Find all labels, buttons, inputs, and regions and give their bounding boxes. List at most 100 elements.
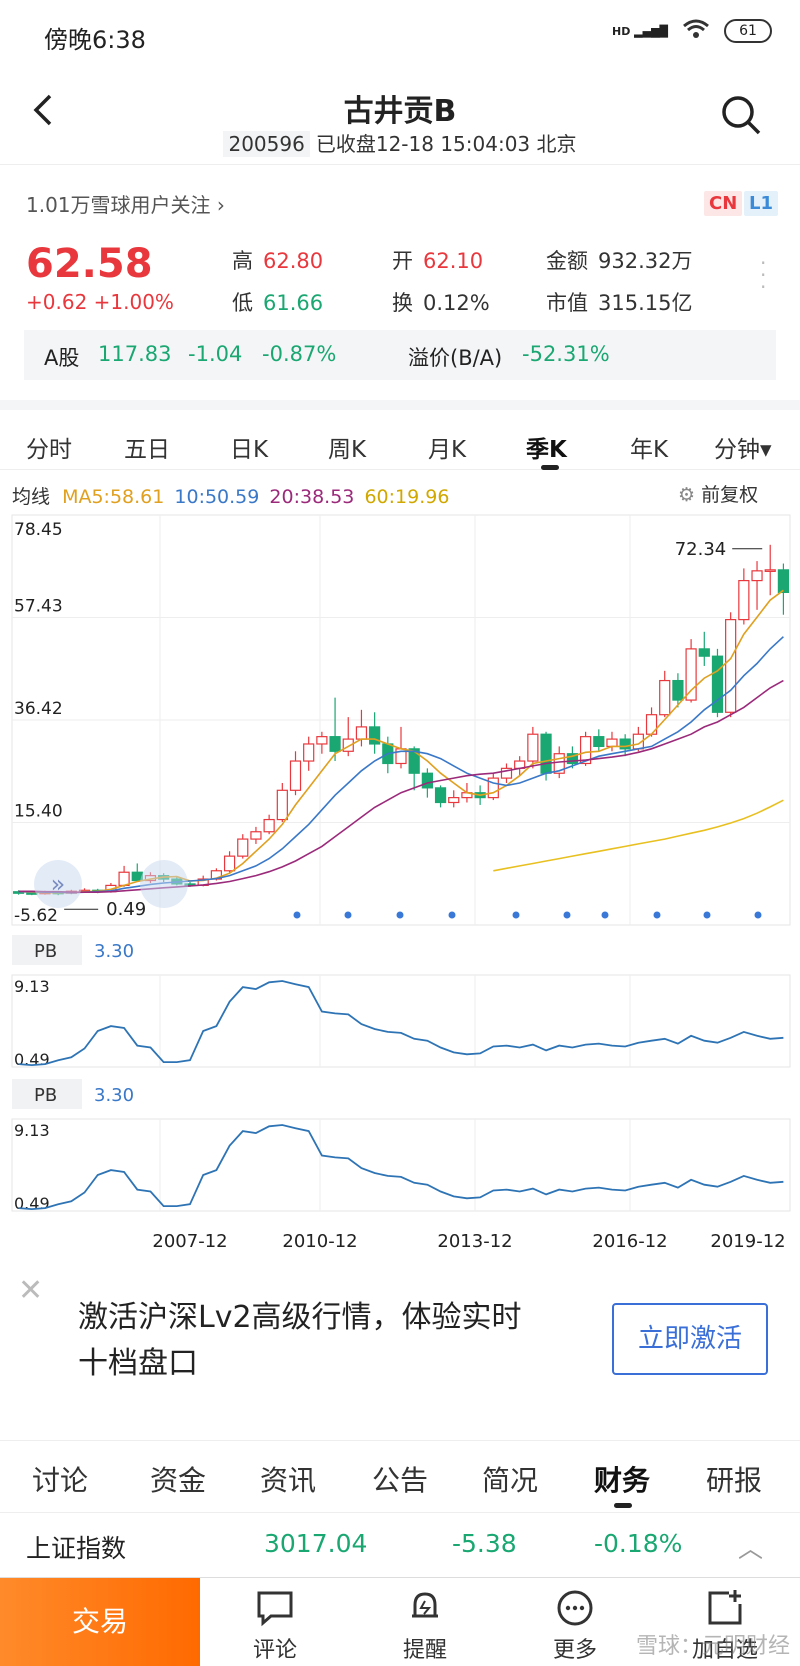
lv2-promo-banner: ✕ 激活沪深Lv2高级行情，体验实时十档盘口 立即激活	[0, 1255, 800, 1440]
candle	[500, 767, 513, 779]
back-button[interactable]	[30, 92, 56, 132]
index-name: 上证指数	[26, 1534, 127, 1563]
tab-minute[interactable]: 分钟▾	[714, 437, 772, 463]
low-label: 低	[232, 291, 253, 315]
tab-announcements[interactable]: 公告	[372, 1464, 429, 1497]
event-marker-dot	[293, 911, 301, 919]
trade-button[interactable]: 交易	[0, 1578, 200, 1666]
tab-news[interactable]: 资讯	[260, 1464, 317, 1497]
candle	[223, 855, 236, 872]
mcap-field: 市值 315.15亿	[546, 287, 692, 317]
a-share-bar[interactable]: A股 117.83 -1.04 -0.87% 溢价(B/A) -52.31%	[24, 330, 776, 380]
more-button[interactable]: 更多	[500, 1578, 650, 1666]
open-label: 开	[392, 249, 413, 273]
pb-panel-2-label: PB	[34, 1085, 57, 1106]
min-price-label: 0.49	[106, 899, 146, 920]
candle	[553, 753, 565, 774]
high-label: 高	[232, 249, 253, 273]
candle	[764, 569, 776, 572]
battery-icon: 61	[724, 19, 772, 43]
candle	[118, 871, 130, 886]
candle	[237, 838, 249, 857]
candle	[738, 579, 750, 621]
followers-text: 1.01万雪球用户关注	[26, 193, 211, 217]
amount-label: 金额	[546, 249, 588, 273]
amount-field: 金额 932.32万	[546, 245, 692, 275]
stock-code: 200596	[223, 131, 310, 157]
ma60-value: 60:19.96	[364, 486, 450, 508]
tab-discussion[interactable]: 讨论	[32, 1464, 89, 1497]
candle	[711, 655, 724, 713]
candle	[342, 738, 354, 752]
active-section-indicator	[614, 1503, 632, 1508]
event-marker-dot	[396, 911, 404, 919]
y-tick-label: 78.45	[14, 520, 63, 540]
tab-research[interactable]: 研报	[706, 1464, 763, 1497]
tab-five-day[interactable]: 五日	[124, 437, 170, 463]
tab-quarterly[interactable]: 季K	[526, 437, 567, 463]
pb-panel-2-label-bg	[12, 1079, 82, 1109]
wifi-icon	[682, 18, 710, 44]
candle	[289, 760, 302, 791]
x-axis-label: 2013-12	[437, 1231, 512, 1252]
tab-intraday[interactable]: 分时	[26, 437, 72, 463]
candle	[421, 772, 433, 789]
candle	[751, 570, 763, 582]
low-field: 低 61.66	[232, 287, 323, 317]
close-icon[interactable]: ✕	[18, 1273, 44, 1308]
candle	[566, 753, 579, 765]
pb-panel-1-frame	[11, 974, 791, 1068]
alert-button[interactable]: 提醒	[350, 1578, 500, 1666]
a-share-change: -1.04	[188, 342, 243, 366]
tab-daily[interactable]: 日K	[230, 437, 269, 463]
candle	[659, 679, 671, 716]
cn-tag: CN	[704, 191, 743, 216]
candle	[685, 648, 697, 701]
pb-panel-2-ymin-label: 0.49	[14, 1194, 50, 1213]
candle	[448, 797, 460, 804]
kline-tabs: 分时 五日 日K 周K 月K 季K 年K 分钟▾	[0, 400, 800, 470]
turnover-label: 换	[392, 291, 413, 315]
ma60-line	[493, 799, 784, 872]
add-watchlist-label: 加自选	[691, 1638, 758, 1663]
more-dots-icon[interactable]: · · ·	[760, 251, 767, 299]
open-value: 62.10	[423, 249, 484, 273]
candle	[672, 679, 684, 701]
amount-value: 932.32万	[598, 249, 693, 273]
search-button[interactable]	[720, 94, 762, 140]
low-value: 61.66	[263, 291, 324, 315]
watermark: 雪球：元明财经	[635, 1634, 790, 1659]
tab-funds[interactable]: 资金	[150, 1464, 207, 1497]
activate-button[interactable]: 立即激活	[612, 1303, 768, 1375]
tab-yearly[interactable]: 年K	[630, 437, 669, 463]
y-tick-label: 57.43	[14, 597, 63, 617]
followers-link[interactable]: 1.01万雪球用户关注 ›	[26, 189, 225, 218]
pb-panel-2-line	[18, 1124, 784, 1211]
candle	[369, 726, 381, 745]
max-price-label: 72.34	[675, 539, 727, 560]
high-field: 高 62.80	[232, 245, 323, 275]
index-ticker[interactable]: 上证指数 3017.04 -5.38 -0.18% ︿	[0, 1512, 800, 1577]
pb-panel-2-frame	[11, 1118, 791, 1212]
candle	[593, 736, 605, 748]
index-price: 3017.04	[264, 1529, 368, 1558]
tab-financials[interactable]: 财务	[594, 1464, 651, 1497]
kline-svg: 78.45 57.43 36.42 15.40 -5.62 72.34 0.49 » 2007-…	[11, 514, 791, 1252]
tab-weekly[interactable]: 周K	[328, 437, 367, 463]
add-watchlist-button[interactable]: 加自选	[650, 1578, 800, 1666]
candle	[579, 736, 592, 765]
candle	[527, 733, 539, 762]
tab-monthly[interactable]: 月K	[428, 437, 467, 463]
page-title: 古井贡B	[343, 94, 457, 129]
candle	[606, 738, 618, 748]
adjust-toggle[interactable]: ⚙ 前复权	[678, 480, 758, 507]
comment-button[interactable]: 评论	[200, 1578, 350, 1666]
candle	[250, 831, 262, 840]
tab-profile[interactable]: 简况	[482, 1464, 539, 1497]
add-watchlist-icon	[708, 1590, 742, 1625]
chevron-right-icon: ›	[216, 193, 225, 217]
close-time: 已收盘12-18 15:04:03 北京	[315, 132, 577, 156]
candle	[777, 569, 790, 593]
chevron-up-icon[interactable]: ︿	[738, 1534, 764, 1563]
y-tick-label: 36.42	[14, 699, 63, 719]
